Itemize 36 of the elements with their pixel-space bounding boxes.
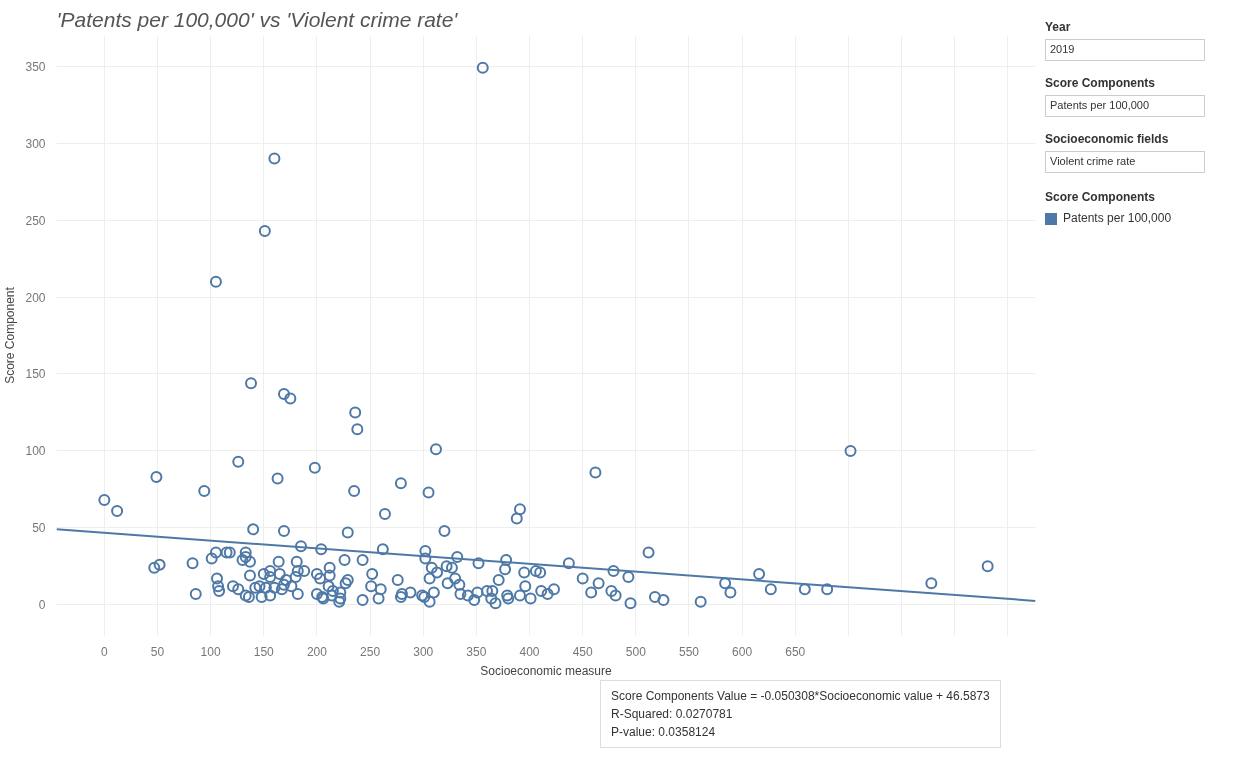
x-tick-label: 600	[732, 644, 753, 659]
text: Violent crime rate	[1045, 150, 1205, 173]
x-tick-label: 450	[572, 644, 594, 659]
text: Year	[1045, 19, 1072, 36]
x-tick-label: 300	[413, 644, 434, 659]
y-axis-title: Score Component	[3, 286, 18, 384]
legend-title: Score Components	[1045, 188, 1156, 206]
text: Socioeconomic fields	[1045, 130, 1170, 148]
x-tick-label: 550	[678, 644, 700, 659]
chart-title: 'Patents per 100,000' vs 'Violent crime rate'	[56, 7, 459, 31]
x-tick-label: 400	[519, 644, 540, 659]
text: Patents per 100,000	[1045, 94, 1205, 117]
x-tick-label: 0	[101, 644, 108, 659]
x-tick-label: 100	[200, 644, 221, 659]
y-tick-label: 150	[25, 367, 46, 382]
x-tick-label: 50	[150, 644, 165, 659]
x-tick-label: 500	[625, 644, 647, 659]
x-axis-title: Socioeconomic measure	[480, 663, 613, 678]
x-tick-label: 250	[360, 644, 381, 659]
y-tick-label: 50	[32, 521, 46, 536]
text: Score Components Value = -0.050308*Socioeconomic value + 46.5873	[611, 689, 990, 703]
y-tick-label: 300	[25, 136, 46, 151]
text: R-Squared: 0.0270781	[611, 707, 733, 721]
x-tick-label: 200	[306, 644, 328, 659]
x-tick-label: 650	[785, 644, 806, 659]
y-tick-label: 250	[25, 213, 46, 228]
x-tick-label: 350	[466, 644, 487, 659]
x-tick-label: 150	[253, 644, 275, 659]
y-tick-label: 200	[25, 290, 46, 305]
y-tick-label: 350	[25, 59, 46, 74]
text: P-value: 0.0358124	[611, 725, 716, 739]
legend-label: Patents per 100,000	[1062, 209, 1173, 227]
y-tick-label: 100	[25, 444, 46, 459]
text: Score Components	[1045, 74, 1156, 92]
y-tick-label: 0	[38, 598, 46, 613]
text: 2019	[1045, 39, 1205, 61]
